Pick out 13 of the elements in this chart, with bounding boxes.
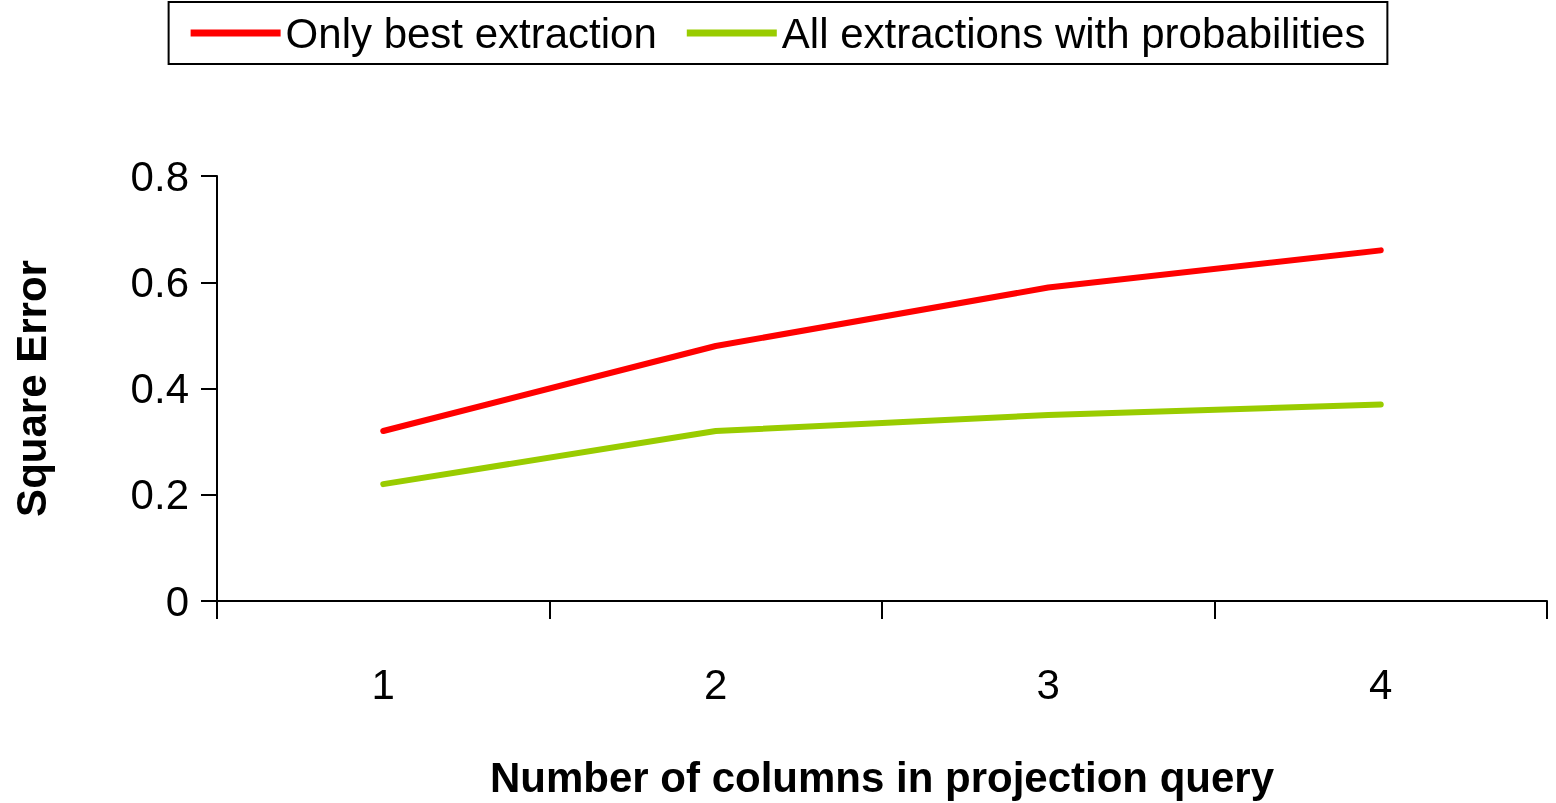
y-tick-label: 0.6 bbox=[130, 258, 189, 306]
x-axis-title: Number of columns in projection query bbox=[489, 753, 1275, 801]
x-tick-label: 3 bbox=[1036, 660, 1060, 708]
x-tick-label: 1 bbox=[371, 660, 395, 708]
y-axis-title: Square Error bbox=[7, 260, 55, 517]
legend-label: All extractions with probabilities bbox=[781, 9, 1366, 57]
x-tick-label: 4 bbox=[1369, 660, 1393, 708]
y-tick-label: 0.2 bbox=[130, 471, 189, 519]
y-tick-label: 0 bbox=[165, 577, 189, 625]
x-tick-label: 2 bbox=[704, 660, 728, 708]
y-tick-label: 0.8 bbox=[130, 152, 189, 200]
y-tick-label: 0.4 bbox=[130, 365, 189, 412]
legend-label: Only best extraction bbox=[285, 9, 657, 57]
